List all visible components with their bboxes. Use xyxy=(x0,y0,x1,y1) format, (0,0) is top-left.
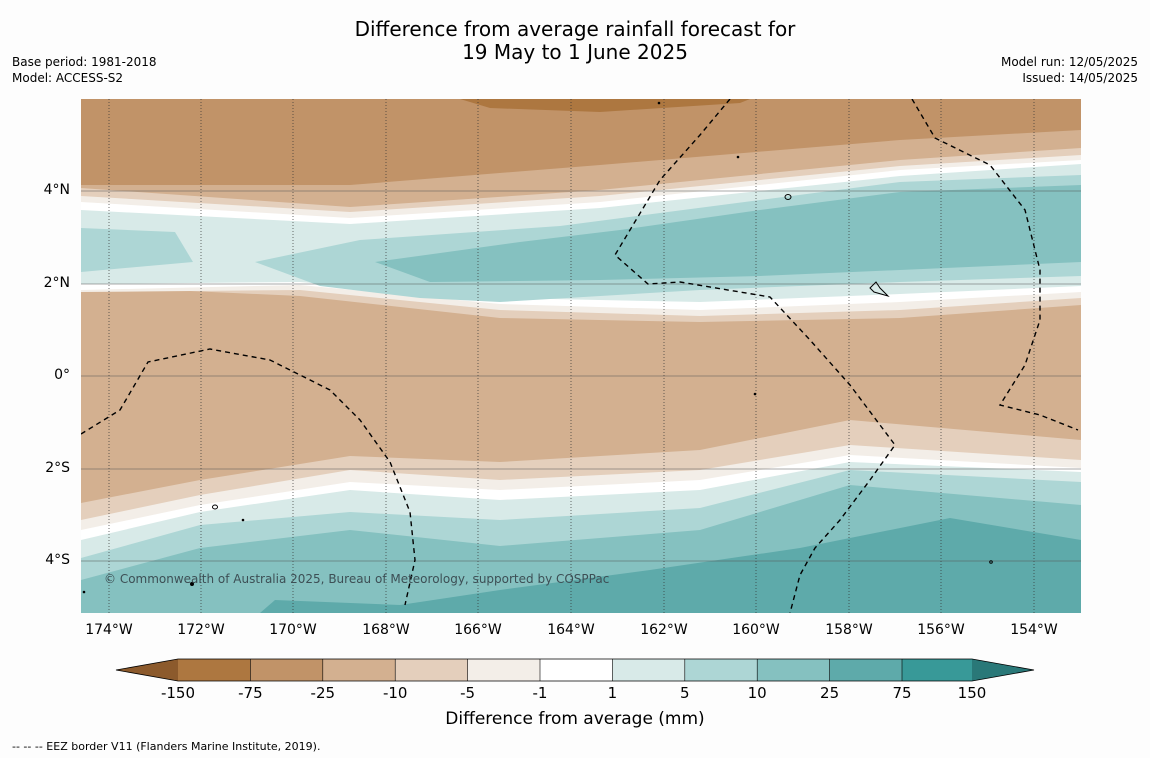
colorbar-tick: -10 xyxy=(382,684,408,702)
colorbar-tick: -75 xyxy=(238,684,263,702)
issued-date: Issued: 14/05/2025 xyxy=(1022,71,1138,85)
colorbar-tick: -1 xyxy=(532,684,548,702)
eez-footnote: -- -- -- EEZ border V11 (Flanders Marine… xyxy=(12,740,321,753)
colorbar-outline xyxy=(115,658,1035,682)
lat-label-2s: 2°S xyxy=(45,460,70,476)
model-run: Model run: 12/05/2025 xyxy=(1000,55,1138,69)
colorbar-tick: 75 xyxy=(892,684,912,702)
colorbar-tick: 10 xyxy=(747,684,767,702)
lat-label-2n: 2°N xyxy=(43,275,70,291)
title-line-2: 19 May to 1 June 2025 xyxy=(462,40,688,64)
colorbar-title: Difference from average (mm) xyxy=(445,709,705,729)
lon-label-174w: 174°W xyxy=(85,622,133,638)
lat-label-equator: 0° xyxy=(54,367,70,383)
lon-label-164w: 164°W xyxy=(547,622,595,638)
islands xyxy=(82,101,993,594)
colorbar-extend-low xyxy=(116,659,178,681)
meta-left: Base period: 1981-2018 Model: ACCESS-S2 xyxy=(12,54,157,86)
colorbar-tick: -25 xyxy=(310,684,336,702)
lat-label-4s: 4°S xyxy=(45,552,70,568)
colorbar-tick: 25 xyxy=(820,684,840,702)
lon-label-172w: 172°W xyxy=(177,622,225,638)
latitude-gridlines xyxy=(81,190,1081,562)
lon-label-162w: 162°W xyxy=(640,622,688,638)
eez-borders xyxy=(81,99,1079,613)
map-panel xyxy=(81,99,1081,613)
map-title: Difference from average rainfall forecas… xyxy=(0,18,1150,64)
lon-label-166w: 166°W xyxy=(454,622,502,638)
base-period: Base period: 1981-2018 xyxy=(12,55,157,69)
copyright-notice: © Commonwealth of Australia 2025, Bureau… xyxy=(104,572,610,586)
meta-right: Model run: 12/05/2025 Issued: 14/05/2025 xyxy=(1001,54,1138,86)
lon-label-156w: 156°W xyxy=(917,622,965,638)
south-band-core xyxy=(260,518,1081,613)
north-band-core xyxy=(375,185,1081,282)
north-dry-band xyxy=(81,99,1081,185)
colorbar-tick: -150 xyxy=(160,684,196,702)
colorbar-tick: -5 xyxy=(460,684,476,702)
colorbar-tick: 1 xyxy=(607,684,618,702)
lon-label-170w: 170°W xyxy=(269,622,317,638)
title-line-1: Difference from average rainfall forecas… xyxy=(354,17,796,41)
colorbar xyxy=(115,658,1035,682)
lon-label-168w: 168°W xyxy=(362,622,410,638)
lon-label-154w: 154°W xyxy=(1010,622,1058,638)
north-very-dry-patch xyxy=(460,99,750,112)
colorbar-extend-high xyxy=(972,659,1034,681)
lat-label-4n: 4°N xyxy=(43,182,70,198)
lon-label-158w: 158°W xyxy=(825,622,873,638)
colorbar-tick: 150 xyxy=(957,684,987,702)
model-name: Model: ACCESS-S2 xyxy=(12,71,124,85)
lon-label-160w: 160°W xyxy=(732,622,780,638)
colorbar-tick: 5 xyxy=(680,684,690,702)
